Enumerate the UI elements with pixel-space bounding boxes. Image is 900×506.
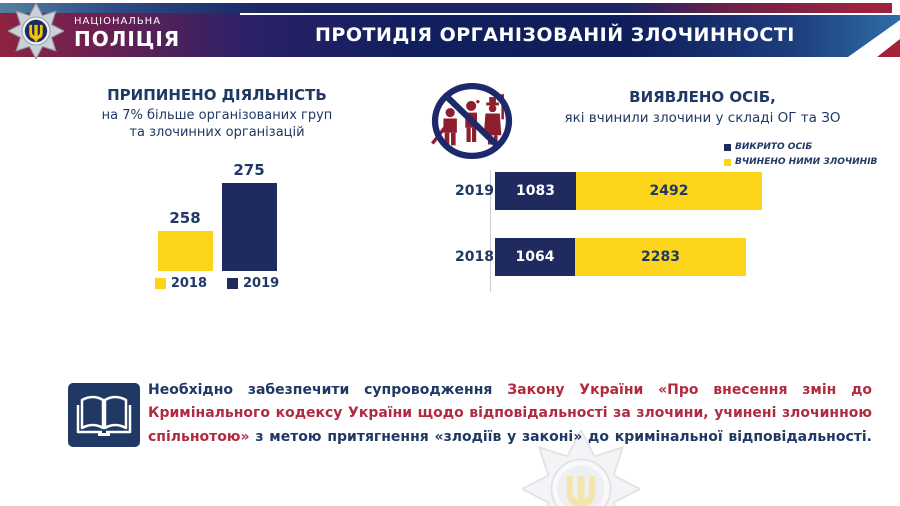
logo-line1: НАЦІОНАЛЬНА	[74, 16, 162, 27]
legend-label-vchyneno: ВЧИНЕНО НИМИ ЗЛОЧИНІВ	[735, 157, 878, 167]
legend-item-2018: 2018	[154, 276, 207, 291]
header-top-stripe	[0, 3, 892, 13]
legend-item-2019: 2019	[227, 276, 279, 291]
row-2018: 2018 1064 2283	[455, 238, 885, 276]
legend-swatch-navy	[724, 143, 731, 151]
legend-item-vykryto: ВИКРИТО ОСІБ	[724, 142, 877, 152]
left-chart-bars: 258 275	[92, 159, 342, 271]
header-band	[0, 13, 900, 57]
legend-swatch-yellow	[724, 158, 731, 166]
row-2018-yellow-segment: 2283	[575, 238, 746, 276]
left-chart: ПРИПИНЕНО ДІЯЛЬНІСТЬ на 7% більше органі…	[92, 86, 342, 291]
row-2019-label: 2019	[455, 183, 494, 199]
right-chart-legend: ВИКРИТО ОСІБ ВЧИНЕНО НИМИ ЗЛОЧИНІВ	[724, 142, 877, 167]
header-divider-line	[240, 12, 900, 15]
open-book-icon	[68, 383, 140, 447]
no-organized-crime-icon	[430, 82, 513, 160]
header-corner-accent	[848, 20, 900, 57]
legend-label-2019: 2019	[243, 276, 280, 291]
page-title: ПРОТИДІЯ ОРГАНІЗОВАНІЙ ЗЛОЧИННОСТІ	[315, 24, 795, 46]
row-2018-navy-segment: 1064	[495, 238, 575, 276]
left-chart-legend: 2018 2019	[92, 276, 342, 291]
bar-2019-rect	[221, 183, 277, 271]
row-2019-yellow-segment: 2492	[576, 172, 762, 210]
right-chart-title: ВИЯВЛЕНО ОСІБ,	[629, 88, 776, 106]
bar-2018: 258	[157, 209, 213, 271]
left-chart-title: ПРИПИНЕНО ДІЯЛЬНІСТЬ	[107, 86, 327, 104]
header: НАЦІОНАЛЬНА ПОЛІЦІЯ ПРОТИДІЯ ОРГАНІЗОВАН…	[0, 0, 900, 59]
legend-label-2018: 2018	[170, 276, 207, 291]
right-chart-axis	[490, 170, 491, 292]
police-badge-icon	[8, 3, 64, 59]
legend-label-vykryto: ВИКРИТО ОСІБ	[735, 142, 813, 152]
bar-2019: 275	[221, 161, 277, 271]
row-2019-navy-segment: 1083	[495, 172, 576, 210]
logo-text: НАЦІОНАЛЬНА ПОЛІЦІЯ	[74, 16, 181, 51]
bar-2018-rect	[157, 231, 213, 271]
legend-swatch-yellow	[154, 278, 166, 289]
row-2019: 2019 1083 2492	[455, 172, 885, 210]
legend-swatch-navy	[227, 278, 238, 289]
footer-statement: Необхідно забезпечити супроводження Зако…	[148, 382, 873, 445]
right-chart-subtitle: які вчинили злочини у складі ОГ та ЗО	[564, 110, 841, 126]
legend-item-vchyneno: ВЧИНЕНО НИМИ ЗЛОЧИНІВ	[724, 157, 877, 167]
bar-2019-value: 275	[233, 161, 265, 179]
row-2018-label: 2018	[455, 249, 494, 265]
police-badge-watermark-icon	[522, 430, 640, 506]
bar-2018-value: 258	[169, 209, 201, 227]
right-chart-bars: 2019 1083 2492 2018 1064 2283	[455, 172, 885, 304]
right-chart-header: ВИЯВЛЕНО ОСІБ, які вчинили злочини у скл…	[530, 88, 875, 126]
logo-line2: ПОЛІЦІЯ	[74, 27, 181, 51]
left-chart-subtitle: на 7% більше організованих груп та злочи…	[101, 108, 333, 140]
